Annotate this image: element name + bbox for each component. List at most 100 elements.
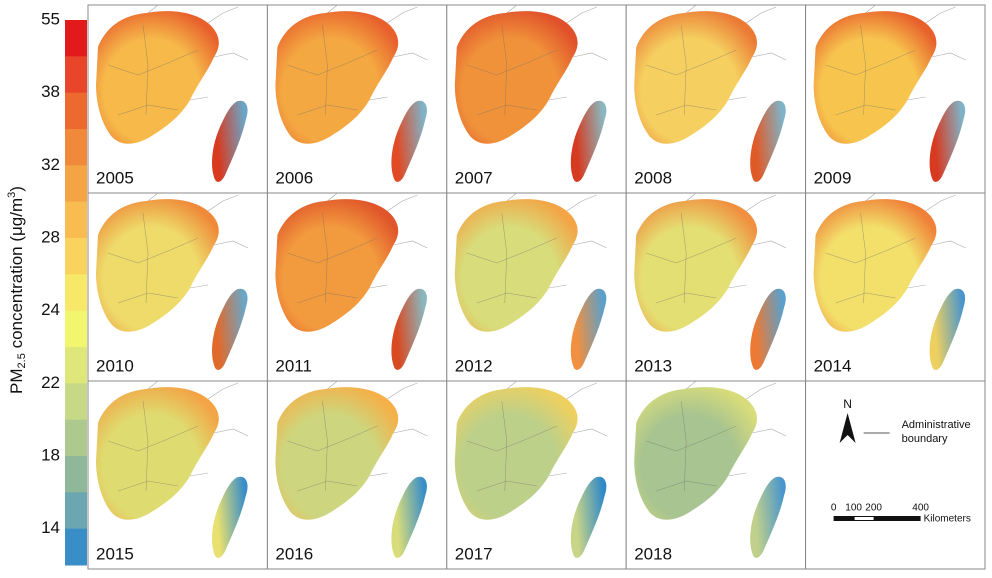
scale-unit: Kilometers (924, 514, 971, 525)
scale-label: 200 (865, 503, 882, 514)
province-boundaries (825, 24, 916, 116)
boundary-lines (117, 192, 249, 289)
map-panel: 2012 (446, 192, 627, 382)
mainland-surface (634, 387, 757, 520)
title-subscript: 2.5 (16, 353, 28, 368)
map-panel: 2007 (446, 4, 627, 194)
province-boundaries (466, 212, 557, 304)
boundary-label: Administrative (902, 419, 971, 431)
year-label: 2008 (634, 168, 672, 187)
color-class (65, 92, 87, 130)
mainland-surface (813, 199, 937, 332)
province-boundaries (646, 400, 737, 492)
color-class (65, 56, 87, 94)
taiwan-surface (570, 288, 607, 370)
map-panel: N Administrative boundary 0 100 200 400Kilomet… (805, 380, 986, 570)
province-boundaries (287, 24, 378, 116)
north-arrow (839, 413, 856, 443)
mainland-surface (634, 11, 757, 144)
boundary-lines (656, 4, 787, 101)
title-part: concentration (μg/m (7, 198, 26, 353)
color-class (65, 492, 87, 530)
year-label: 2009 (814, 168, 852, 187)
boundary-lines (297, 192, 428, 289)
taiwan-surface (570, 476, 607, 558)
mainland-surface (634, 199, 757, 332)
year-label: 2005 (96, 168, 134, 187)
taiwan-surface (391, 100, 427, 182)
scale-label: 100 (845, 503, 862, 514)
colorbar-tick-label: 22 (41, 373, 60, 392)
mainland-surface (275, 11, 399, 144)
colorbar-tick-label: 32 (41, 155, 60, 174)
panel-frame (805, 380, 986, 570)
color-class (65, 310, 87, 348)
province-boundaries (825, 212, 916, 304)
colorbar-title: PM2.5 concentration (μg/m3) (6, 186, 28, 394)
map-panel: 2008 (625, 4, 807, 194)
province-boundaries (107, 24, 199, 116)
taiwan-surface (212, 100, 248, 182)
boundary-lines (835, 4, 966, 101)
taiwan-surface (929, 100, 966, 182)
mainland-surface (454, 387, 578, 520)
mainland-surface (275, 199, 399, 332)
taiwan-surface (750, 288, 786, 370)
mainland-surface (96, 11, 219, 144)
colorbar-tick-label: 18 (41, 445, 60, 464)
north-label: N (843, 397, 852, 411)
boundary-label: boundary (902, 433, 948, 445)
scale-label: 0 (831, 503, 837, 514)
taiwan-surface (570, 100, 607, 182)
boundary-lines (476, 4, 607, 101)
taiwan-surface (750, 476, 786, 558)
title-part: ) (7, 186, 26, 192)
boundary-lines (835, 192, 966, 289)
year-label: 2014 (814, 356, 852, 375)
map-panel: 2006 (266, 4, 448, 194)
year-label: 2006 (275, 168, 313, 187)
mainland-surface (275, 387, 399, 520)
color-class (65, 456, 87, 493)
boundary-lines (476, 192, 607, 289)
map-panel: 2011 (266, 192, 448, 382)
color-class (65, 419, 87, 457)
map-panel: 2016 (266, 380, 448, 570)
colorbar-tick-label: 55 (41, 9, 60, 28)
province-boundaries (466, 400, 557, 492)
color-class (65, 274, 87, 312)
mainland-surface (96, 387, 219, 520)
taiwan-surface (212, 476, 248, 558)
year-label: 2017 (455, 544, 493, 563)
year-label: 2007 (455, 168, 493, 187)
color-class (65, 528, 87, 566)
province-boundaries (466, 24, 557, 116)
taiwan-surface (929, 288, 966, 370)
scale-bar (833, 516, 921, 521)
mainland-surface (454, 199, 578, 332)
color-class (65, 165, 87, 203)
taiwan-surface (391, 476, 427, 558)
title-part: PM (7, 368, 26, 394)
scale-label: 400 (912, 503, 929, 514)
boundary-lines (117, 380, 249, 477)
colorbar-tick-label: 24 (41, 300, 60, 319)
map-panel: 2005 (87, 4, 268, 194)
taiwan-surface (750, 100, 786, 182)
map-panel: 2009 (805, 4, 986, 194)
map-panel: 2013 (625, 192, 807, 382)
colorbar-tick-label: 38 (41, 82, 60, 101)
color-class (65, 347, 87, 384)
taiwan-surface (212, 288, 248, 370)
province-boundaries (287, 400, 378, 492)
map-panel: 2014 (805, 192, 986, 382)
panel-grid: 2005 2006 2007 2008 2009 2010 2011 2012 2013 2014… (87, 4, 986, 570)
boundary-lines (117, 4, 249, 101)
province-boundaries (646, 212, 737, 304)
province-boundaries (107, 212, 199, 304)
colorbar-tick-label: 28 (41, 227, 60, 246)
map-panel: 2010 (87, 192, 268, 382)
colorbar-tick-label: 14 (41, 518, 60, 537)
boundary-lines (297, 4, 428, 101)
